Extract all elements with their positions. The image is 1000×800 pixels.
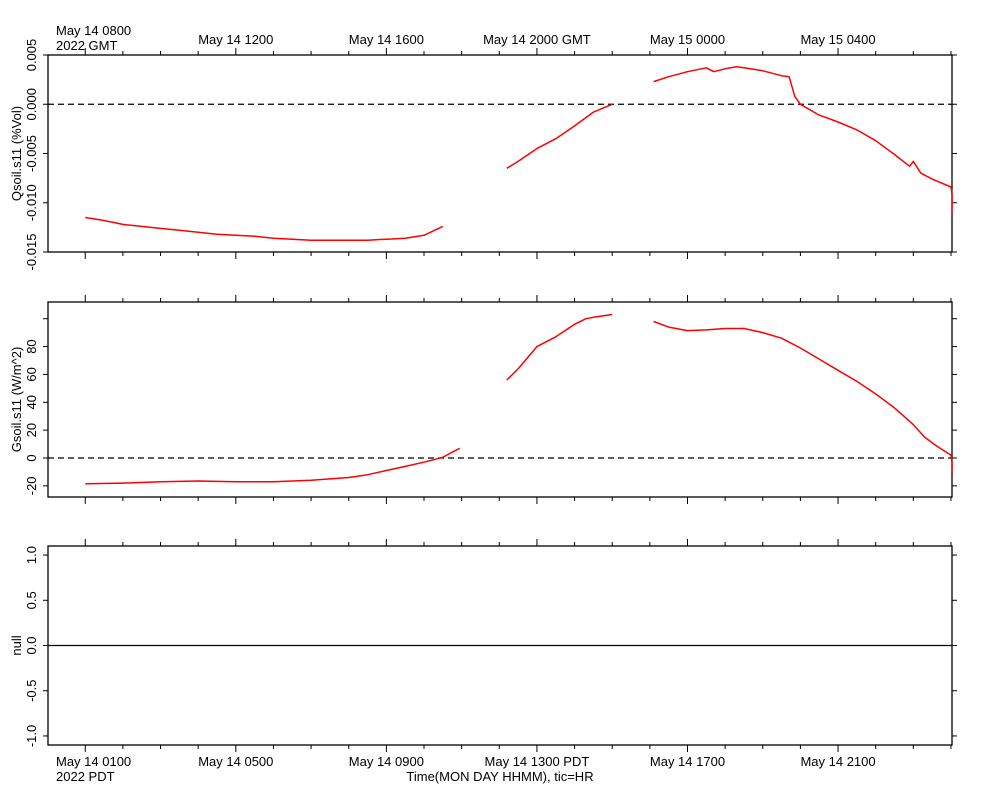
bottom-axis-label: May 14 1300 PDT [485,754,590,769]
bottom-axis-title: Time(MON DAY HHMM), tic=HR [406,769,593,784]
top-axis-first-label-line2: 2022 GMT [56,38,117,53]
bottom-axis-first-label-line1: May 14 0100 [56,754,131,769]
plot-frame [47,54,953,253]
y-tick-label: -0.015 [24,234,39,271]
y-tick-label: 20 [24,423,39,437]
bottom-axis-label: May 14 1700 [650,754,725,769]
top-axis-label: May 14 2000 GMT [483,32,591,47]
series-line [506,313,613,381]
bottom-time-axis: May 14 0100 2022 PDT Time(MON DAY HHMM),… [56,754,876,784]
y-tick-label: 0.0 [24,636,39,654]
bottom-axis-first-label-line2: 2022 PDT [56,769,115,784]
y-tick-label: 0 [24,454,39,461]
top-axis-first-label-line1: May 14 0800 [56,23,131,38]
top-axis-label: May 15 0400 [800,32,875,47]
series-line [653,66,953,214]
y-tick-label: -0.010 [24,184,39,221]
y-tick-label: -1.0 [24,725,39,747]
y-tick-label: 80 [24,339,39,353]
bottom-axis-label: May 14 2100 [800,754,875,769]
series-line [85,216,444,241]
y-tick-label: -0.005 [24,135,39,172]
y-tick-label: 0.000 [24,88,39,121]
plot-frame [47,301,953,498]
y-tick-label: 40 [24,395,39,409]
y-tick-label: 0.005 [24,39,39,72]
y-tick-label: 0.5 [24,591,39,609]
series-line [85,447,461,485]
bottom-axis-label: May 14 0900 [349,754,424,769]
top-axis-label: May 15 0000 [650,32,725,47]
panel-1: 0.005 0.000 -0.005 -0.010 -0.015 Qsoil.s11 (%… [9,39,957,271]
series-line [653,320,953,473]
y-axis-label: Qsoil.s11 (%Vol) [9,106,24,201]
series-line [506,103,613,169]
y-tick-label: -0.5 [24,680,39,702]
y-tick-label: 60 [24,367,39,381]
y-tick-label: 1.0 [24,546,39,564]
panel-3: 1.0 0.5 0.0 -0.5 -1.0 null [9,539,957,752]
y-tick-label: -20 [24,476,39,495]
y-axis-label: Gsoil.s11 (W/m^2) [9,347,24,453]
top-axis-label: May 14 1600 [349,32,424,47]
bottom-axis-label: May 14 0500 [198,754,273,769]
top-axis-label: May 14 1200 [198,32,273,47]
y-axis-label: null [9,635,24,655]
top-time-axis: May 14 0800 2022 GMT May 14 1200 May 14 1… [56,23,876,53]
panel-2: 80 60 40 20 0 -20 Gsoil.s11 (W/m^2) [9,295,957,504]
